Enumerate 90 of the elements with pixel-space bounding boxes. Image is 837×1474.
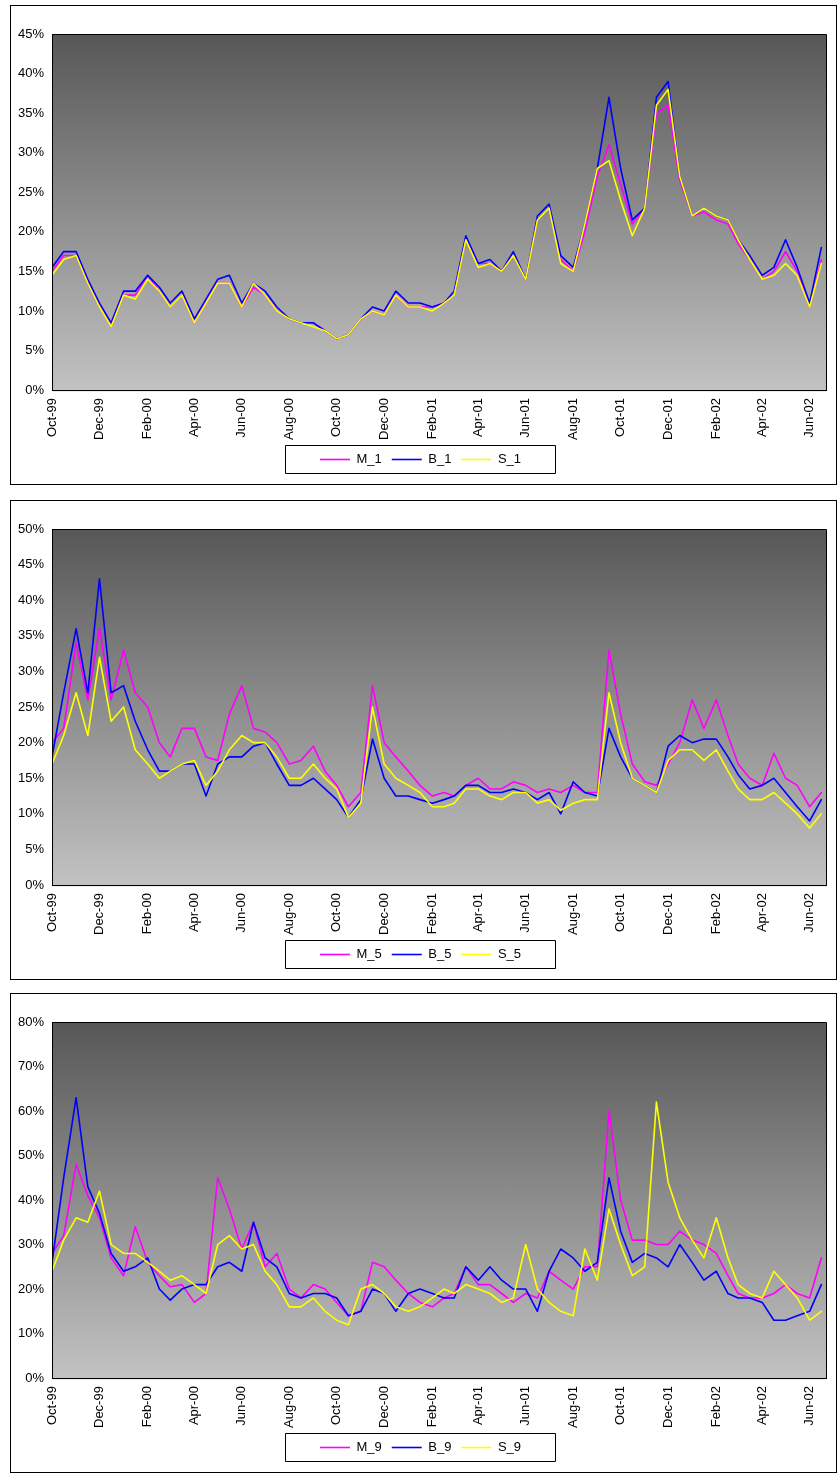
x-tick-label: Apr-02 [753, 1386, 769, 1426]
x-tick-label: Oct-00 [328, 893, 344, 933]
x-tick-label: Aug-01 [564, 398, 580, 440]
y-tick-label: 0% [25, 1369, 45, 1385]
y-tick-label: 5% [25, 841, 45, 857]
legend-label: B_5 [428, 946, 452, 962]
y-tick-label: 25% [17, 698, 45, 714]
y-tick-label: 80% [17, 1013, 45, 1029]
x-tick-label: Aug-01 [564, 1386, 580, 1428]
y-tick-label: 45% [17, 556, 45, 572]
y-tick-label: 20% [17, 223, 45, 239]
x-tick-label: Feb-00 [139, 893, 155, 935]
y-tick-label: 70% [17, 1058, 45, 1074]
x-tick-label: Dec-99 [91, 893, 107, 935]
x-tick-label: Oct-01 [612, 398, 628, 438]
x-tick-label: Feb-02 [707, 1386, 723, 1428]
x-tick-label: Jun-00 [233, 398, 249, 438]
x-tick-label: Jun-02 [801, 893, 817, 933]
y-tick-label: 40% [17, 591, 45, 607]
y-tick-label: 10% [17, 302, 45, 318]
x-tick-label: Feb-00 [139, 1386, 155, 1428]
x-tick-label: Feb-02 [707, 893, 723, 935]
x-tick-label: Feb-00 [139, 398, 155, 440]
legend-label: S_5 [497, 946, 522, 962]
y-tick-label: 40% [17, 65, 45, 81]
x-tick-label: Oct-01 [612, 893, 628, 933]
x-tick-label: Oct-00 [328, 1386, 344, 1426]
x-tick-label: Jun-02 [801, 398, 817, 438]
x-tick-label: Dec-00 [375, 398, 391, 440]
x-tick-label: Jun-01 [517, 893, 533, 933]
x-tick-label: Apr-01 [469, 893, 485, 933]
y-tick-label: 10% [17, 1325, 45, 1341]
y-tick-label: 15% [17, 769, 45, 785]
x-tick-label: Dec-99 [91, 398, 107, 440]
y-tick-label: 35% [17, 627, 45, 643]
y-tick-label: 45% [17, 25, 45, 41]
x-tick-label: Feb-01 [423, 1386, 439, 1428]
x-tick-label: Oct-00 [328, 398, 344, 438]
x-tick-label: Jun-00 [233, 893, 249, 933]
y-tick-label: 50% [17, 520, 45, 536]
legend-label: B_1 [428, 451, 452, 467]
legend-label: M_9 [356, 1439, 382, 1455]
legend-label: M_1 [356, 451, 382, 467]
x-tick-label: Feb-01 [423, 893, 439, 935]
legend-label: S_9 [497, 1439, 522, 1455]
x-tick-label: Aug-01 [564, 893, 580, 935]
x-tick-label: Apr-02 [753, 893, 769, 933]
x-tick-label: Jun-01 [517, 1386, 533, 1426]
y-tick-label: 30% [17, 663, 45, 679]
x-tick-label: Apr-00 [185, 398, 201, 438]
x-tick-label: Dec-99 [91, 1386, 107, 1428]
x-tick-label: Apr-00 [185, 893, 201, 933]
x-tick-label: Apr-02 [753, 398, 769, 438]
y-tick-label: 0% [25, 876, 45, 892]
x-tick-label: Jun-00 [233, 1386, 249, 1426]
x-tick-label: Dec-00 [375, 893, 391, 935]
y-tick-label: 20% [17, 1280, 45, 1296]
legend-label: M_5 [356, 946, 382, 962]
y-tick-label: 10% [17, 805, 45, 821]
x-tick-label: Aug-00 [280, 1386, 296, 1428]
x-tick-label: Feb-02 [707, 398, 723, 440]
legend-label: B_9 [428, 1439, 452, 1455]
x-tick-label: Oct-99 [43, 398, 59, 438]
y-tick-label: 40% [17, 1191, 45, 1207]
x-tick-label: Oct-99 [43, 893, 59, 933]
x-tick-label: Dec-00 [375, 1386, 391, 1428]
y-tick-label: 35% [17, 104, 45, 120]
y-tick-label: 50% [17, 1147, 45, 1163]
x-tick-label: Apr-01 [469, 1386, 485, 1426]
x-tick-label: Jun-01 [517, 398, 533, 438]
y-tick-label: 5% [25, 342, 45, 358]
x-tick-label: Dec-01 [659, 893, 675, 935]
x-tick-label: Aug-00 [280, 398, 296, 440]
x-tick-label: Dec-01 [659, 1386, 675, 1428]
y-tick-label: 0% [25, 381, 45, 397]
legend-label: S_1 [497, 451, 522, 467]
x-tick-label: Jun-02 [801, 1386, 817, 1426]
x-tick-label: Oct-01 [612, 1386, 628, 1426]
y-tick-label: 20% [17, 734, 45, 750]
x-tick-label: Aug-00 [280, 893, 296, 935]
y-tick-label: 30% [17, 144, 45, 160]
x-tick-label: Feb-01 [423, 398, 439, 440]
y-tick-label: 60% [17, 1102, 45, 1118]
x-tick-label: Apr-00 [185, 1386, 201, 1426]
x-tick-label: Dec-01 [659, 398, 675, 440]
x-tick-label: Oct-99 [43, 1386, 59, 1426]
y-tick-label: 15% [17, 262, 45, 278]
y-tick-label: 25% [17, 183, 45, 199]
x-tick-label: Apr-01 [469, 398, 485, 438]
y-tick-label: 30% [17, 1236, 45, 1252]
